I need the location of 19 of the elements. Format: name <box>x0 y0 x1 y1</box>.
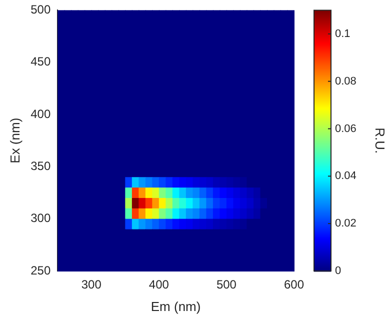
y-axis-title: Ex (nm) <box>7 118 22 164</box>
x-tick-label: 500 <box>216 278 237 292</box>
x-tick-label: 400 <box>148 278 170 292</box>
y-tick-label: 250 <box>30 263 51 278</box>
x-tick-label: 300 <box>81 278 102 292</box>
color-bar-label: 0.1 <box>335 28 350 40</box>
color-bar-label: 0.08 <box>335 75 356 88</box>
color-bar-label: 0.02 <box>335 218 356 230</box>
y-tick-label: 450 <box>30 54 51 69</box>
color-bar-label: 0.04 <box>335 170 356 182</box>
color-bar-label: 0.06 <box>335 122 356 135</box>
color-bar-label: 0 <box>335 265 342 278</box>
x-tick-label: 600 <box>284 278 304 292</box>
y-tick-label: 500 <box>30 2 51 17</box>
y-tick-label: 400 <box>30 106 51 121</box>
y-tick-label: 300 <box>30 211 51 226</box>
y-tick-label: 350 <box>30 158 51 173</box>
x-axis-title: Em (nm) <box>150 298 201 314</box>
color-bar-title: R.U. <box>372 128 386 154</box>
